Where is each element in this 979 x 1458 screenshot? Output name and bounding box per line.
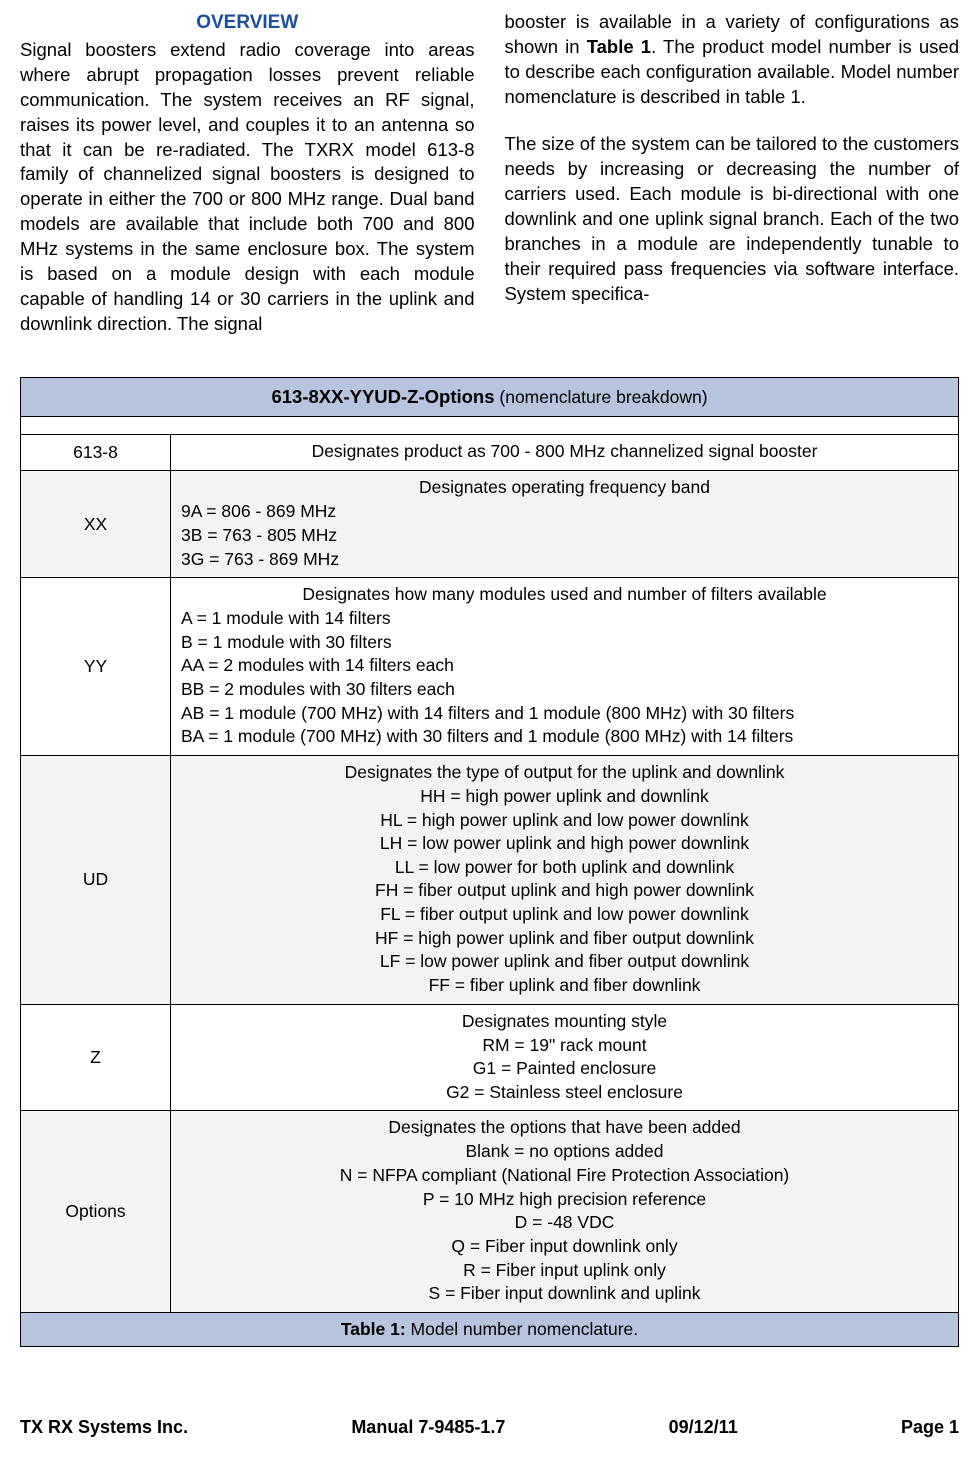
desc-line: 9A = 806 - 869 MHz (181, 500, 948, 524)
footer-manual: Manual 7-9485-1.7 (351, 1417, 505, 1438)
overview-left-paragraph: Signal boosters extend radio coverage in… (20, 38, 475, 338)
desc-line: AA = 2 modules with 14 filters each (181, 654, 948, 678)
desc-heading: Designates mounting style (181, 1011, 948, 1032)
desc-cell: Designates operating frequency band 9A =… (171, 471, 959, 578)
table-caption-cell: Table 1: Model number nomenclature. (21, 1312, 959, 1346)
table-row: Z Designates mounting style RM = 19" rac… (21, 1004, 959, 1111)
desc-heading: Designates the options that have been ad… (181, 1117, 948, 1138)
desc-lines: A = 1 module with 14 filters B = 1 modul… (181, 607, 948, 749)
desc-line: G2 = Stainless steel enclosure (181, 1081, 948, 1105)
table-header-row: 613-8XX-YYUD-Z-Options (nomenclature bre… (21, 378, 959, 417)
desc-line: B = 1 module with 30 filters (181, 631, 948, 655)
desc-line: HL = high power uplink and low power dow… (181, 809, 948, 833)
desc-line: R = Fiber input uplink only (181, 1259, 948, 1283)
table-header-sub: (nomenclature breakdown) (495, 387, 708, 407)
table-header: 613-8XX-YYUD-Z-Options (nomenclature bre… (21, 378, 959, 417)
overview-heading: OVERVIEW (20, 10, 475, 36)
table-caption-text: Model number nomenclature. (406, 1319, 638, 1339)
table-header-main: 613-8XX-YYUD-Z-Options (271, 386, 494, 407)
nomenclature-table: 613-8XX-YYUD-Z-Options (nomenclature bre… (20, 377, 959, 1347)
two-column-text: OVERVIEW Signal boosters extend radio co… (20, 10, 959, 337)
overview-right-paragraph-1: booster is available in a variety of con… (505, 10, 960, 110)
desc-heading: Designates operating frequency band (181, 477, 948, 498)
desc-line: LL = low power for both uplink and downl… (181, 856, 948, 880)
desc-line: LH = low power uplink and high power dow… (181, 832, 948, 856)
desc-line: G1 = Painted enclosure (181, 1057, 948, 1081)
desc-line: FH = fiber output uplink and high power … (181, 879, 948, 903)
desc-line: HF = high power uplink and fiber output … (181, 927, 948, 951)
desc-line: P = 10 MHz high precision reference (181, 1188, 948, 1212)
desc-line: AB = 1 module (700 MHz) with 14 filters … (181, 702, 948, 726)
desc-heading: Designates the type of output for the up… (181, 762, 948, 783)
table-row: Options Designates the options that have… (21, 1111, 959, 1312)
desc-cell: Designates product as 700 - 800 MHz chan… (171, 435, 959, 471)
desc-line: Q = Fiber input downlink only (181, 1235, 948, 1259)
desc-line: FL = fiber output uplink and low power d… (181, 903, 948, 927)
desc-line: Blank = no options added (181, 1140, 948, 1164)
right-column: booster is available in a variety of con… (505, 10, 960, 337)
desc-line: BA = 1 module (700 MHz) with 30 filters … (181, 725, 948, 749)
footer-date: 09/12/11 (669, 1417, 738, 1438)
desc-lines: HH = high power uplink and downlink HL =… (181, 785, 948, 998)
desc-lines: 9A = 806 - 869 MHz 3B = 763 - 805 MHz 3G… (181, 500, 948, 571)
page-footer: TX RX Systems Inc. Manual 7-9485-1.7 09/… (20, 1347, 959, 1438)
desc-line: N = NFPA compliant (National Fire Protec… (181, 1164, 948, 1188)
desc-line: 3B = 763 - 805 MHz (181, 524, 948, 548)
desc-cell: Designates mounting style RM = 19" rack … (171, 1004, 959, 1111)
desc-lines: Blank = no options added N = NFPA compli… (181, 1140, 948, 1305)
code-cell: Options (21, 1111, 171, 1312)
table-row: 613-8 Designates product as 700 - 800 MH… (21, 435, 959, 471)
desc-line: FF = fiber uplink and fiber downlink (181, 974, 948, 998)
desc-cell: Designates the options that have been ad… (171, 1111, 959, 1312)
overview-right-paragraph-2: The size of the system can be tailored t… (505, 132, 960, 307)
code-cell: 613-8 (21, 435, 171, 471)
table-caption-row: Table 1: Model number nomenclature. (21, 1312, 959, 1346)
left-column: OVERVIEW Signal boosters extend radio co… (20, 10, 475, 337)
code-cell: UD (21, 755, 171, 1004)
footer-page: Page 1 (901, 1417, 959, 1438)
desc-line: BB = 2 modules with 30 filters each (181, 678, 948, 702)
spacer-row (21, 417, 959, 435)
document-page: OVERVIEW Signal boosters extend radio co… (0, 0, 979, 1458)
desc-lines: RM = 19" rack mount G1 = Painted enclosu… (181, 1034, 948, 1105)
table-row: YY Designates how many modules used and … (21, 578, 959, 756)
code-cell: XX (21, 471, 171, 578)
desc-line: A = 1 module with 14 filters (181, 607, 948, 631)
desc-cell: Designates the type of output for the up… (171, 755, 959, 1004)
table-row: XX Designates operating frequency band 9… (21, 471, 959, 578)
desc-line: 3G = 763 - 869 MHz (181, 548, 948, 572)
desc-heading: Designates how many modules used and num… (181, 584, 948, 605)
code-cell: Z (21, 1004, 171, 1111)
footer-company: TX RX Systems Inc. (20, 1417, 188, 1438)
table1-ref-bold: Table 1 (587, 36, 651, 57)
table-caption-label: Table 1: (341, 1319, 406, 1339)
desc-cell: Designates how many modules used and num… (171, 578, 959, 756)
desc-line: RM = 19" rack mount (181, 1034, 948, 1058)
desc-line: LF = low power uplink and fiber output d… (181, 950, 948, 974)
table-row: UD Designates the type of output for the… (21, 755, 959, 1004)
desc-heading: Designates product as 700 - 800 MHz chan… (181, 441, 948, 462)
desc-line: D = -48 VDC (181, 1211, 948, 1235)
nomenclature-table-wrap: 613-8XX-YYUD-Z-Options (nomenclature bre… (20, 377, 959, 1347)
desc-line: HH = high power uplink and downlink (181, 785, 948, 809)
desc-line: S = Fiber input downlink and uplink (181, 1282, 948, 1306)
code-cell: YY (21, 578, 171, 756)
spacer-cell (21, 417, 959, 435)
